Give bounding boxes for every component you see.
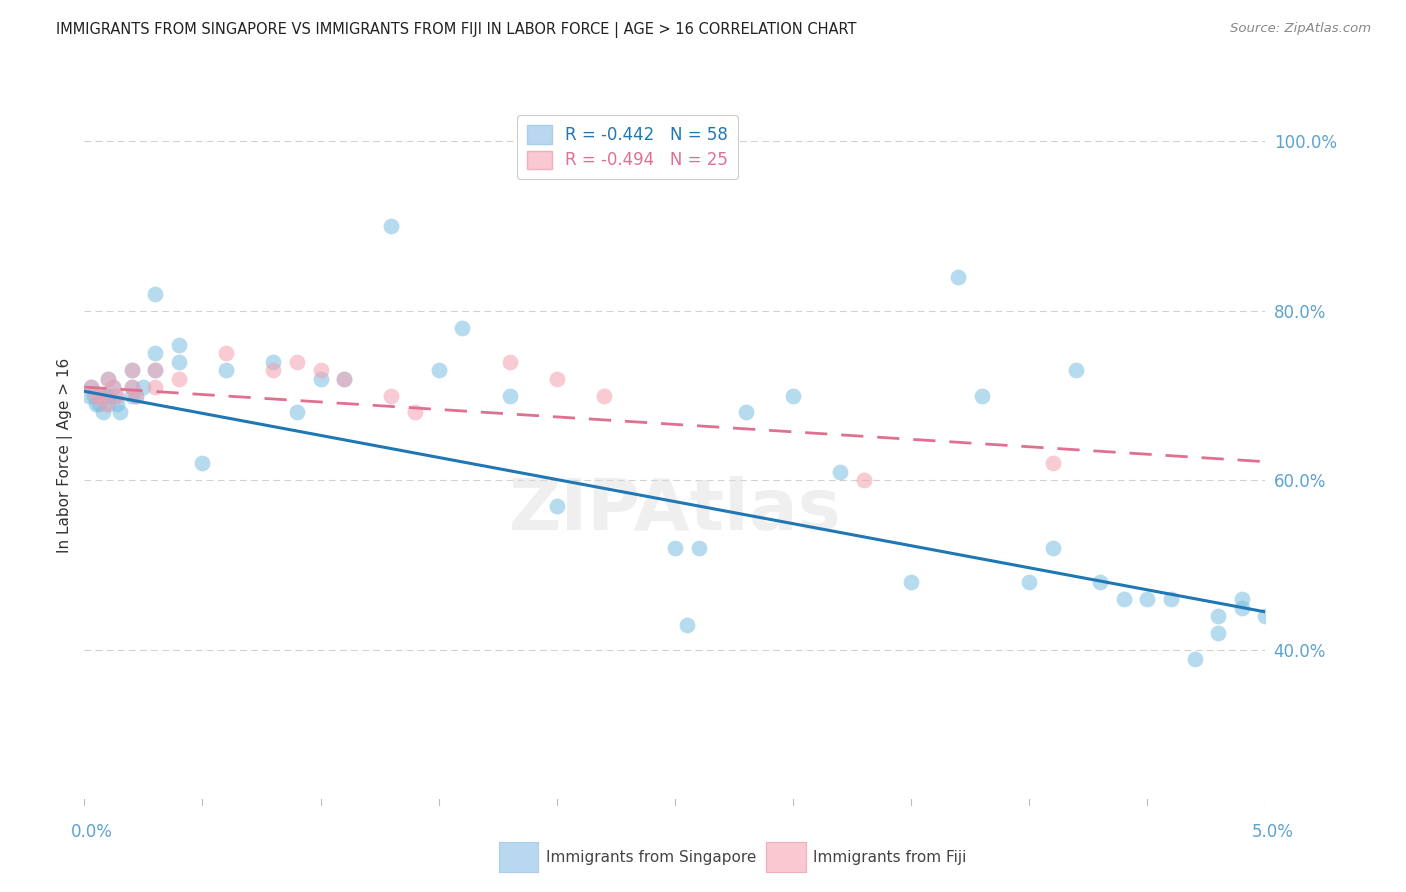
Point (107, 397, 129, 411)
Point (143, 363, 166, 377)
Point (107, 388, 129, 402)
Point (90, 388, 112, 402)
Point (132, 380, 155, 394)
Point (84, 397, 107, 411)
Point (97, 397, 120, 411)
Point (900, 575, 922, 590)
Text: Source: ZipAtlas.com: Source: ZipAtlas.com (1230, 22, 1371, 36)
Point (1160, 592, 1182, 607)
Point (121, 363, 143, 377)
Point (852, 474, 875, 488)
Point (1206, 626, 1229, 640)
Point (1018, 575, 1040, 590)
Point (333, 371, 356, 385)
Point (1066, 363, 1088, 377)
Point (91, 405, 114, 419)
Point (380, 388, 402, 402)
Point (309, 363, 332, 377)
Point (404, 405, 426, 419)
Point (1136, 592, 1159, 607)
Point (108, 405, 131, 419)
Point (309, 371, 332, 385)
Point (262, 354, 284, 368)
Point (333, 371, 356, 385)
Point (498, 354, 520, 368)
Point (688, 541, 710, 556)
Point (167, 337, 190, 351)
Text: ZIPAtlas: ZIPAtlas (509, 476, 841, 545)
Point (1254, 609, 1277, 624)
Point (830, 465, 852, 479)
Point (97, 371, 120, 385)
Point (80, 380, 103, 394)
Point (87, 397, 110, 411)
Point (167, 354, 190, 368)
Point (94, 388, 117, 402)
Point (380, 219, 402, 233)
Point (143, 286, 166, 301)
Point (191, 457, 214, 471)
Text: Immigrants from Singapore: Immigrants from Singapore (546, 850, 756, 864)
Point (101, 380, 124, 394)
Point (664, 541, 686, 556)
Point (451, 320, 474, 334)
Point (125, 388, 148, 402)
Point (546, 371, 568, 385)
Point (80, 380, 103, 394)
Legend: R = -0.442   N = 58, R = -0.494   N = 25: R = -0.442 N = 58, R = -0.494 N = 25 (517, 115, 738, 179)
Point (262, 363, 284, 377)
Point (143, 346, 166, 360)
Point (90, 388, 112, 402)
Point (84, 388, 107, 402)
Point (970, 388, 993, 402)
Point (1112, 592, 1135, 607)
Point (121, 380, 143, 394)
Text: IMMIGRANTS FROM SINGAPORE VS IMMIGRANTS FROM FIJI IN LABOR FORCE | AGE > 16 CORR: IMMIGRANTS FROM SINGAPORE VS IMMIGRANTS … (56, 22, 856, 38)
Point (546, 499, 568, 513)
Point (1184, 651, 1206, 665)
Point (215, 346, 238, 360)
Point (498, 388, 520, 402)
Point (215, 363, 238, 377)
Point (1042, 457, 1064, 471)
Point (734, 405, 756, 419)
Point (143, 380, 166, 394)
Point (143, 363, 166, 377)
Point (285, 405, 308, 419)
Point (675, 617, 697, 632)
Text: 5.0%: 5.0% (1251, 822, 1294, 840)
Text: 0.0%: 0.0% (70, 822, 112, 840)
Point (104, 388, 127, 402)
Point (782, 388, 804, 402)
Point (1230, 592, 1253, 607)
Point (94, 397, 117, 411)
Point (125, 388, 148, 402)
Point (121, 363, 143, 377)
Y-axis label: In Labor Force | Age > 16: In Labor Force | Age > 16 (58, 358, 73, 552)
Text: Immigrants from Fiji: Immigrants from Fiji (813, 850, 966, 864)
Point (83, 388, 105, 402)
Point (121, 388, 143, 402)
Point (948, 269, 970, 284)
Point (427, 363, 450, 377)
Point (285, 354, 308, 368)
Point (97, 388, 120, 402)
Point (593, 388, 616, 402)
Point (1088, 575, 1111, 590)
Point (77, 388, 100, 402)
Point (97, 371, 120, 385)
Point (1206, 609, 1229, 624)
Point (1230, 600, 1253, 615)
Point (121, 380, 143, 394)
Point (101, 380, 124, 394)
Point (1042, 541, 1064, 556)
Point (167, 371, 190, 385)
